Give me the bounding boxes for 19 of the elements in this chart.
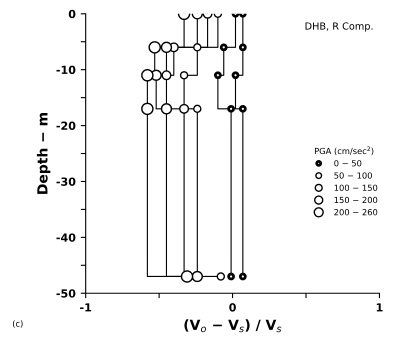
- y-tick-label: -30: [56, 177, 76, 186]
- y-tick-label: 0: [68, 10, 76, 18]
- y-tick-label: -10: [56, 66, 76, 74]
- x-tick-label: 0: [229, 303, 236, 312]
- x-tick-label: 1: [376, 303, 383, 312]
- x-tick-label: -1: [80, 303, 92, 312]
- legend-label: 150 − 200: [334, 196, 378, 204]
- legend-title: PGA (cm/sec$^{2}$): [314, 146, 374, 156]
- y-tick-label: -40: [56, 233, 76, 242]
- y-tick-label: -20: [56, 122, 76, 130]
- legend-label: 50 − 100: [334, 172, 372, 179]
- y-tick-label: -50: [56, 289, 76, 298]
- x-axis-title: (V$_{o}$ − V$_{s}$) / V$_{s}$: [184, 319, 282, 332]
- y-axis-title: Depth − m: [36, 113, 50, 194]
- text: (c): [12, 320, 23, 328]
- annotation: DHB, R Comp.: [306, 22, 373, 32]
- legend-label: 100 − 150: [334, 184, 378, 191]
- legend-label: 200 − 260: [334, 209, 378, 216]
- legend-label: 0 − 50: [334, 160, 362, 166]
